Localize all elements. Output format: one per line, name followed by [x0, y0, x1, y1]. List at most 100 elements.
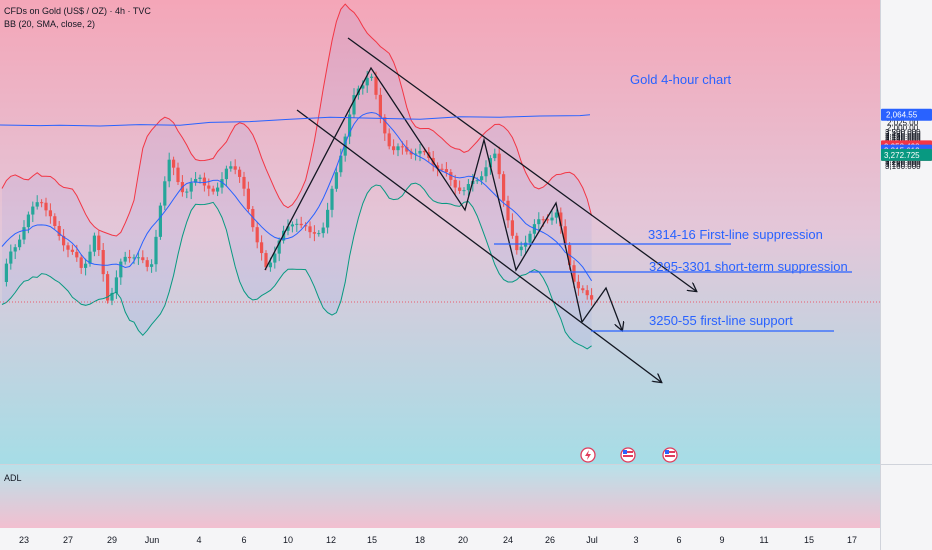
time-axis[interactable]: 23 27 29 Jun 4 6 10 12 15 18 20 24 26 Jul 3 6 9 11 15 17 — [19, 535, 857, 545]
channel-upper-arrow[interactable] — [347, 37, 696, 291]
candle-body — [502, 174, 506, 201]
candle-body — [348, 114, 352, 137]
bb-upper-line — [1, 3, 593, 237]
candle-body — [70, 249, 74, 252]
candle-body — [422, 150, 426, 153]
adl-tick-label: 2,000.00 — [887, 124, 919, 133]
level-label-3314: 3314-16 First-line suppression — [648, 227, 823, 242]
candle-body — [576, 281, 580, 289]
candle-body — [515, 235, 519, 251]
candle-body — [101, 250, 105, 275]
candle-body — [273, 253, 277, 263]
candle-body — [480, 176, 484, 181]
zigzag-left[interactable] — [264, 66, 583, 323]
candle-body — [26, 214, 30, 228]
y-tick-label: 3,460.000 — [885, 132, 921, 141]
candle-body — [40, 202, 44, 204]
candle-body — [321, 227, 325, 234]
candle-body — [264, 253, 268, 268]
symbol-title[interactable]: CFDs on Gold (US$ / OZ) · 4h · TVC — [4, 6, 151, 16]
candle-body — [378, 94, 382, 118]
main-pane-bg — [0, 0, 880, 464]
bb-fill-area — [2, 4, 592, 349]
level-label-3296: 3295-3301 short-term suppression — [649, 259, 848, 274]
candle-body — [4, 263, 8, 282]
candle-body — [194, 178, 198, 183]
candle-body — [590, 295, 594, 300]
bollinger-band-fill — [2, 4, 592, 349]
candle-body — [145, 260, 149, 267]
adl-label[interactable]: ADL — [4, 473, 22, 483]
candle-body — [119, 261, 123, 278]
candle-body — [75, 251, 79, 258]
x-tick-label: 6 — [241, 535, 246, 545]
candle-body — [53, 216, 57, 226]
candle-body — [383, 117, 387, 134]
candle-body — [172, 159, 176, 168]
candle-body — [216, 187, 220, 192]
us-flag-event-icon-2[interactable] — [662, 447, 678, 463]
candle-body — [299, 223, 303, 226]
candlesticks — [4, 70, 594, 306]
candle-body — [220, 179, 224, 188]
candle-body — [211, 188, 215, 192]
candle-body — [488, 158, 492, 168]
candle-body — [330, 188, 334, 210]
candle-body — [528, 233, 532, 243]
candle-body — [484, 167, 488, 177]
candle-body — [326, 209, 330, 228]
x-tick-label: 18 — [415, 535, 425, 545]
candle-body — [453, 179, 457, 188]
trend-drawings[interactable] — [264, 37, 696, 382]
y-tick-label: 3,480.000 — [885, 130, 921, 139]
candle-body — [550, 217, 554, 221]
x-tick-label: Jun — [145, 535, 160, 545]
candle-body — [88, 251, 92, 264]
candle-body — [312, 232, 316, 234]
candle-body — [370, 76, 374, 78]
candle-body — [365, 77, 369, 86]
candle-body — [541, 219, 545, 221]
candle-body — [110, 292, 114, 301]
candle-body — [392, 146, 396, 151]
channel-lower-arrow[interactable] — [296, 109, 661, 382]
x-tick-label: 9 — [719, 535, 724, 545]
level-lines[interactable] — [494, 243, 852, 332]
candle-body — [524, 242, 528, 247]
chart-title: Gold 4-hour chart — [630, 72, 732, 87]
x-tick-label: 10 — [283, 535, 293, 545]
candle-body — [537, 219, 541, 225]
candle-body — [462, 190, 466, 192]
candle-body — [176, 167, 180, 183]
candle-body — [334, 172, 338, 189]
bb-lower-line — [1, 182, 592, 350]
candle-body — [167, 159, 171, 182]
candle-body — [123, 256, 127, 262]
candle-body — [374, 76, 378, 95]
candle-body — [449, 172, 453, 180]
candle-body — [136, 257, 140, 259]
price-badge-text: 3,272.725 — [884, 151, 920, 160]
candle-body — [317, 233, 321, 235]
candle-body — [546, 219, 550, 221]
indicator-title[interactable]: BB (20, SMA, close, 2) — [4, 19, 95, 29]
lightning-event-icon[interactable] — [580, 447, 596, 463]
candle-body — [66, 245, 70, 250]
y-tick-label: 3,200.000 — [885, 158, 921, 167]
candle-body — [158, 205, 162, 237]
candle-body — [559, 212, 563, 227]
candle-body — [585, 290, 589, 296]
candle-body — [493, 153, 497, 159]
us-flag-event-icon[interactable] — [620, 447, 636, 463]
zigzag-forecast[interactable] — [581, 286, 622, 330]
candle-body — [224, 168, 228, 180]
candle-body — [154, 236, 158, 265]
x-tick-label: 11 — [759, 535, 768, 545]
candle-body — [44, 202, 48, 211]
price-badge — [881, 148, 932, 161]
y-tick-label: 3,440.000 — [885, 134, 921, 143]
candle-body — [229, 166, 233, 169]
candle-body — [440, 168, 444, 170]
